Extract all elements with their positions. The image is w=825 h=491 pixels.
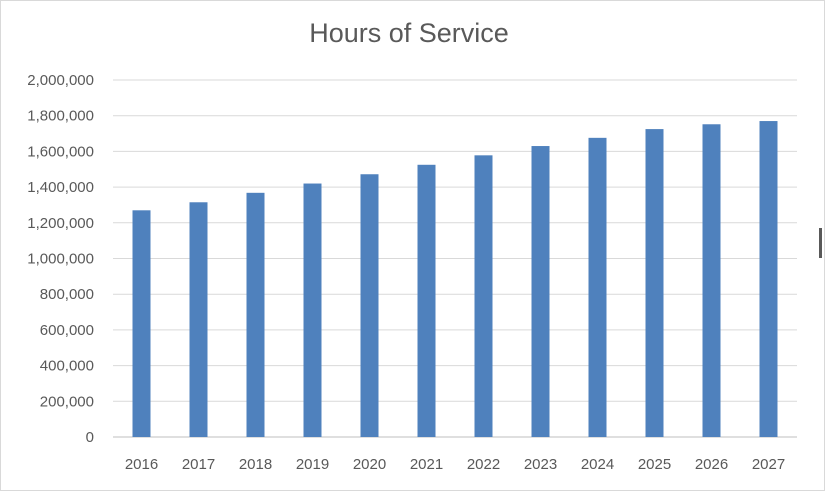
x-tick-label: 2024 [581,456,614,473]
gridlines [113,79,797,438]
x-tick-label: 2023 [524,456,557,473]
bar-2027 [759,121,778,438]
bar-2025 [645,129,664,437]
y-tick-label: 1,400,000 [27,179,94,196]
y-tick-label: 200,000 [40,393,94,410]
y-tick-label: 1,600,000 [27,143,94,160]
x-tick-label: 2021 [410,456,443,473]
x-tick-label: 2018 [239,456,272,473]
x-tick-label: 2020 [353,456,386,473]
bar-2021 [417,164,436,437]
y-tick-label: 400,000 [40,358,94,375]
bar-2023 [531,146,550,438]
x-tick-label: 2022 [467,456,500,473]
y-axis-ticks: 0 200,000 400,000 600,000 800,000 1,000,000 1,… [27,72,94,446]
bar-2020 [360,174,379,438]
y-tick-label: 2,000,000 [27,72,94,89]
y-tick-label: 0 [86,429,94,446]
y-tick-label: 600,000 [40,322,94,339]
x-tick-label: 2027 [752,456,785,473]
chart-title: Hours of Service [309,18,509,48]
x-tick-label: 2016 [125,456,158,473]
bar-2018 [246,192,265,437]
y-tick-label: 1,200,000 [27,215,94,232]
resize-handle[interactable] [819,228,822,258]
y-tick-label: 1,000,000 [27,251,94,268]
bar-2026 [702,124,721,437]
x-axis-ticks: 2016 2017 2018 2019 2020 2021 2022 2023 2024 2025… [125,456,785,473]
bar-2024 [588,137,607,438]
bar-2022 [474,155,493,437]
bar-2019 [303,183,322,437]
bar-series [132,121,778,438]
x-tick-label: 2019 [296,456,329,473]
x-tick-label: 2025 [638,456,671,473]
bar-2016 [132,210,151,437]
x-tick-label: 2017 [182,456,215,473]
x-tick-label: 2026 [695,456,728,473]
bar-2017 [189,202,208,437]
y-tick-label: 1,800,000 [27,108,94,125]
y-tick-label: 800,000 [40,286,94,303]
